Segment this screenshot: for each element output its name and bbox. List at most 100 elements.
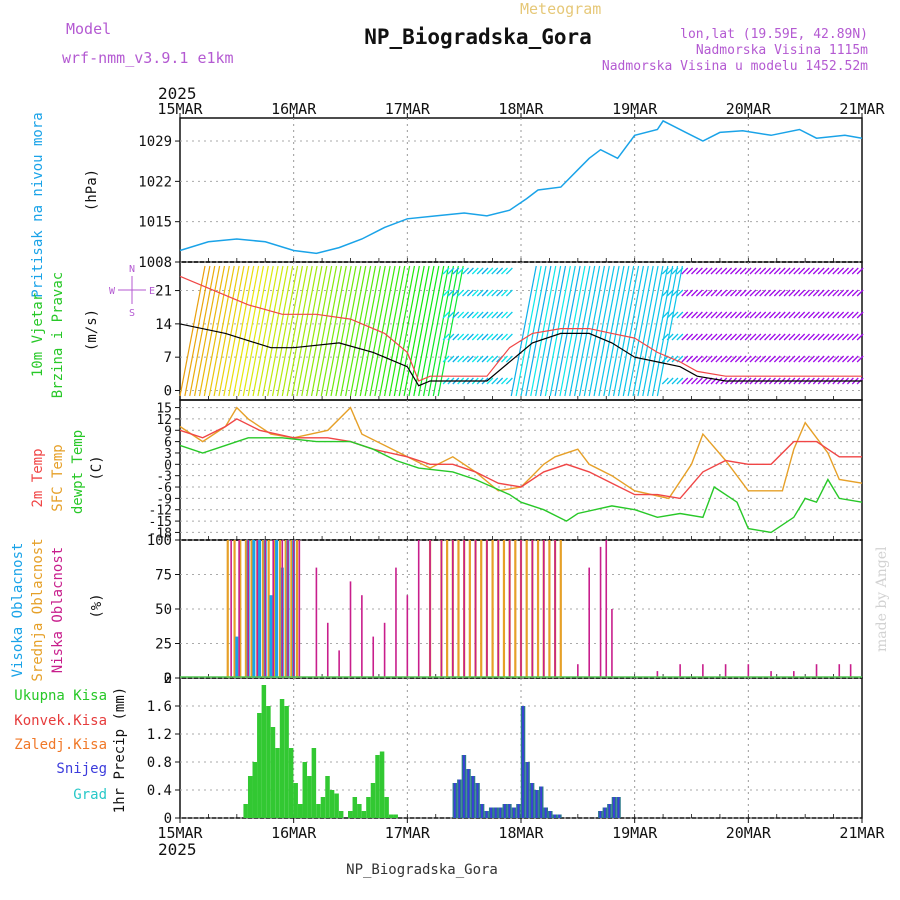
- wind-arrow: [544, 265, 571, 397]
- wind-arrow: [720, 311, 728, 319]
- low-cloud-bar: [417, 540, 420, 678]
- snow-bar-inner: [540, 786, 543, 818]
- rain-bar: [357, 804, 362, 818]
- wind-arrow: [442, 333, 450, 341]
- wind-arrow: [832, 355, 840, 363]
- wind-arrow: [749, 333, 757, 341]
- wind-arrow: [666, 333, 674, 341]
- wind-arrow: [695, 355, 703, 363]
- low-cloud-bar: [338, 650, 340, 678]
- wind-arrow: [403, 265, 430, 397]
- low-cloud-bar: [287, 540, 289, 678]
- wind-arrow: [803, 333, 811, 341]
- wind-arrow: [515, 265, 542, 397]
- wind-arrow: [452, 311, 460, 319]
- wind-arrow: [695, 333, 703, 341]
- wind-arrow: [452, 355, 460, 363]
- wind-arrow: [505, 311, 513, 319]
- x-tick-label-bottom: 17MAR: [385, 824, 431, 842]
- wind-arrow: [691, 333, 698, 341]
- x-tick-label-bottom: 20MAR: [726, 824, 772, 842]
- footer-station: NP_Biogradska_Gora: [346, 862, 498, 878]
- low-cloud-bar: [849, 664, 852, 678]
- wind-arrow: [496, 289, 504, 297]
- y-tick-label: -15: [149, 515, 172, 530]
- wind-arrow: [827, 289, 835, 297]
- low-cloud-bar: [452, 540, 454, 678]
- wind-arrow: [681, 333, 689, 341]
- wind-arrow: [798, 311, 806, 319]
- y-tick-label: 0.8: [147, 755, 172, 771]
- rain-bar: [252, 762, 258, 818]
- pressure-line: [179, 119, 863, 255]
- wind-arrow: [476, 311, 484, 319]
- rain-bar: [307, 776, 312, 818]
- wind-arrow: [798, 355, 806, 363]
- rain-bar: [288, 748, 294, 818]
- wind-arrow: [700, 267, 708, 275]
- wind-arrow: [793, 289, 801, 297]
- rain-bar: [275, 748, 280, 818]
- precip-legend-item: Grad: [73, 787, 107, 803]
- wind-arrow: [661, 267, 669, 275]
- wind-arrow: [715, 311, 723, 319]
- y-tick-label: -9: [156, 492, 172, 507]
- wind-arrow: [754, 267, 762, 275]
- wind-arrow: [739, 289, 747, 297]
- wind-arrow: [764, 311, 772, 319]
- wind-arrow: [856, 267, 864, 275]
- wind-arrow: [695, 377, 703, 385]
- wind-arrow: [734, 333, 742, 341]
- wind-arrow: [710, 355, 718, 363]
- mid-cloud-bar: [261, 540, 265, 678]
- y-tick-label: 1008: [138, 255, 172, 271]
- wind-arrow: [457, 267, 465, 275]
- wind-arrow: [661, 311, 669, 319]
- temp-unit: (C): [89, 455, 105, 480]
- wind-arrow: [271, 265, 299, 397]
- rain-bar: [393, 814, 398, 818]
- wind-arrow: [764, 267, 772, 275]
- y-tick-label: 50: [155, 602, 172, 618]
- wind-arrow: [749, 289, 757, 297]
- wind-arrow: [671, 377, 679, 385]
- mid-cloud-bar: [295, 540, 299, 678]
- wind-arrow: [379, 265, 406, 397]
- y-tick-label: 25: [155, 637, 172, 653]
- wind-arrow: [851, 333, 859, 341]
- wind-arrow: [422, 265, 450, 397]
- high-cloud-bar: [235, 636, 239, 678]
- wind-arrow: [681, 377, 689, 385]
- wind-arrow: [691, 377, 698, 385]
- wind-arrow: [720, 355, 728, 363]
- wind-arrow: [471, 267, 479, 275]
- wind-arrow: [807, 333, 815, 341]
- wind-arrow: [807, 289, 815, 297]
- low-cloud-bar: [611, 609, 613, 678]
- wind-arrow: [345, 265, 372, 397]
- wind-arrow: [764, 355, 772, 363]
- wind-arrow: [725, 311, 733, 319]
- snow-bar-inner: [462, 755, 465, 818]
- precip-legend-item: Ukupna Kisa: [14, 688, 107, 704]
- rain-bar: [261, 685, 267, 818]
- wind-arrow: [783, 311, 791, 319]
- wind-arrow: [476, 333, 484, 341]
- wind-arrow: [846, 311, 854, 319]
- wind-arrow: [817, 355, 825, 363]
- wind-ylabel-1: 10m Vjetar: [30, 293, 46, 377]
- wind-arrow: [778, 289, 786, 297]
- wind-speed-line: [179, 323, 862, 387]
- snow-bar-inner: [608, 804, 611, 818]
- y-tick-label: 1029: [138, 134, 172, 150]
- rain-bar: [311, 748, 317, 818]
- wind-arrow: [715, 289, 723, 297]
- wind-arrow: [773, 289, 781, 297]
- wind-arrow: [315, 265, 342, 397]
- wind-arrow: [442, 311, 450, 319]
- wind-arrow: [812, 311, 820, 319]
- wind-arrow: [354, 265, 381, 397]
- wind-arrow: [768, 289, 776, 297]
- snow-bar-inner: [599, 811, 602, 818]
- wind-arrow: [642, 265, 669, 397]
